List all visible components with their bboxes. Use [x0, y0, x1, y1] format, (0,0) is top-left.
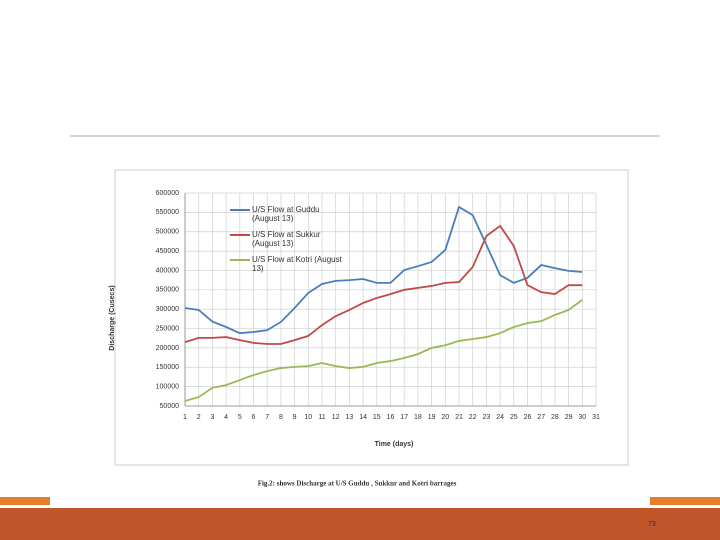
x-tick-label: 29	[565, 414, 573, 421]
accent-left	[0, 497, 50, 505]
x-tick-label: 7	[265, 414, 269, 421]
x-tick-label: 30	[578, 414, 586, 421]
x-tick-label: 21	[455, 414, 463, 421]
series-line	[184, 224, 583, 345]
y-tick-label: 100000	[156, 383, 179, 390]
page-number: 73	[648, 521, 656, 528]
legend-entry: U/S Flow at Sukkur (August 13)	[252, 230, 321, 248]
x-tick-label: 6	[252, 414, 256, 421]
x-tick-label: 26	[524, 414, 532, 421]
legend-entry: U/S Flow at Kotri (August 13)	[252, 255, 342, 273]
x-tick-label: 13	[346, 414, 354, 421]
x-tick-label: 5	[238, 414, 242, 421]
legend-label: U/S Flow at Guddu (August 13)	[252, 205, 320, 223]
x-tick-label: 9	[293, 414, 297, 421]
x-tick-label: 22	[469, 414, 477, 421]
x-tick-label: 25	[510, 414, 518, 421]
y-tick-label: 50000	[160, 403, 180, 410]
x-tick-label: 24	[496, 414, 504, 421]
series-line	[184, 299, 583, 402]
x-tick-label: 18	[414, 414, 422, 421]
accent-right	[650, 497, 720, 505]
x-tick-label: 15	[373, 414, 381, 421]
x-tick-label: 31	[592, 414, 600, 421]
y-tick-label: 400000	[156, 267, 179, 274]
y-tick-label: 450000	[156, 248, 179, 255]
series-line	[184, 205, 583, 335]
x-tick-label: 14	[359, 414, 367, 421]
x-tick-label: 17	[400, 414, 408, 421]
y-tick-label: 300000	[156, 306, 179, 313]
x-tick-label: 2	[197, 414, 201, 421]
legend-label: U/S Flow at Sukkur (August 13)	[252, 230, 321, 248]
x-tick-label: 20	[441, 414, 449, 421]
y-tick-label: 500000	[156, 229, 179, 236]
x-tick-label: 19	[428, 414, 436, 421]
y-tick-label: 350000	[156, 287, 179, 294]
y-tick-label: 550000	[156, 209, 179, 216]
legend-label: U/S Flow at Kotri (August 13)	[252, 255, 342, 273]
x-tick-label: 16	[387, 414, 395, 421]
x-tick-label: 4	[224, 414, 228, 421]
x-tick-label: 11	[318, 414, 325, 421]
x-tick-label: 10	[304, 414, 312, 421]
footer-bar	[0, 508, 720, 540]
y-axis-label: Discharge (Cusecs)	[109, 285, 116, 350]
x-tick-label: 28	[551, 414, 559, 421]
x-tick-label: 1	[183, 414, 187, 421]
x-tick-label: 12	[332, 414, 340, 421]
y-tick-label: 600000	[156, 190, 179, 197]
x-tick-label: 27	[537, 414, 545, 421]
chart-frame	[114, 169, 629, 466]
caption: Fig.2: shows Discharge at U/S Guddu , Su…	[258, 480, 457, 488]
x-tick-label: 23	[483, 414, 491, 421]
x-axis-label: Time (days)	[375, 441, 414, 448]
y-tick-label: 150000	[156, 364, 179, 371]
y-tick-label: 250000	[156, 325, 179, 332]
legend-entry: U/S Flow at Guddu (August 13)	[252, 205, 320, 223]
x-tick-label: 8	[279, 414, 283, 421]
x-tick-label: 3	[210, 414, 214, 421]
y-tick-label: 200000	[156, 345, 179, 352]
